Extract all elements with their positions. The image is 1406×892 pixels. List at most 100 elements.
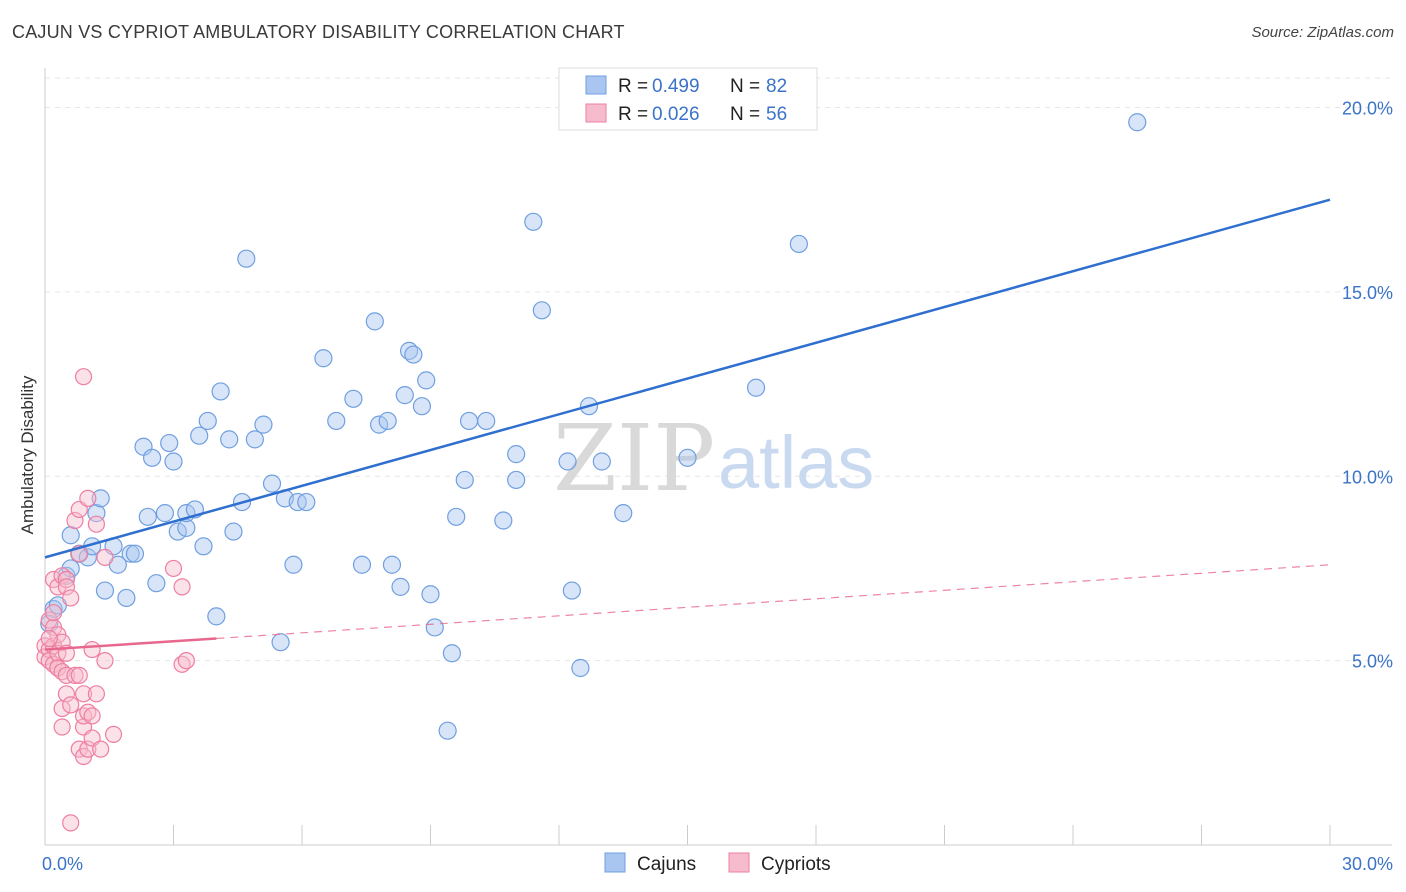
- cypriots-point-50: [164, 559, 183, 578]
- cajuns-point-54: [404, 345, 423, 364]
- legend-label-cypriots: Cypriots: [761, 854, 831, 875]
- cypriots-point-48: [96, 652, 114, 670]
- cajuns-point-31: [220, 430, 239, 449]
- cajuns-point-60: [442, 644, 462, 663]
- cypriots-point-44: [87, 515, 106, 533]
- legend-label-cajuns: Cajuns: [637, 854, 696, 875]
- cypriots-point-20: [57, 578, 76, 596]
- cajuns-point-52: [395, 386, 414, 405]
- cajuns-point-63: [459, 411, 479, 431]
- cajuns-point-77: [746, 378, 766, 397]
- cypriots-point-47: [96, 548, 114, 566]
- cajuns-point-34: [237, 249, 256, 268]
- legend-n-value-2: 56: [766, 104, 787, 125]
- cajuns-point-70: [558, 452, 577, 471]
- cajuns-point-3: [61, 559, 80, 578]
- stats-legend: R = 0.499 N = 82 R = 0.026 N = 56: [558, 67, 818, 131]
- cajuns-point-55: [412, 397, 432, 416]
- cajuns-point-68: [524, 212, 543, 231]
- cajuns-point-47: [365, 312, 384, 331]
- cajuns-point-67: [507, 470, 526, 490]
- cajuns-point-38: [271, 633, 290, 652]
- legend-r-value-1: 0.499: [652, 76, 700, 97]
- cypriots-point-15: [53, 633, 71, 651]
- trend-lines: [44, 198, 1331, 651]
- cajuns-point-16: [138, 507, 157, 526]
- cajuns-point-49: [378, 411, 397, 431]
- watermark-zip: ZIP: [553, 405, 715, 512]
- cajuns-point-40: [284, 555, 303, 574]
- cajuns-point-59: [438, 721, 457, 740]
- cypriots-point-33: [74, 368, 93, 386]
- legend-swatch-cajuns-bottom: [604, 852, 626, 873]
- cypriots-point-25: [62, 696, 80, 714]
- cypriots-point-54: [40, 629, 58, 648]
- cypriots-point-28: [66, 666, 84, 684]
- cypriots-point-18: [53, 718, 71, 736]
- cajuns-point-57: [421, 585, 440, 604]
- cajuns-point-18: [147, 574, 166, 593]
- cypriots-point-49: [104, 725, 123, 743]
- cajuns-point-43: [314, 349, 333, 368]
- cajuns-point-50: [382, 555, 402, 574]
- cajuns-point-58: [425, 618, 444, 637]
- cajuns-point-20: [160, 433, 179, 453]
- cypriots-point-24: [62, 589, 80, 607]
- source-label: Source: ZipAtlas.com: [1251, 24, 1394, 41]
- cajuns-point-76: [678, 448, 697, 467]
- cajuns-point-78: [789, 234, 808, 254]
- cajuns-point-13: [121, 544, 140, 563]
- legend-r-label-2: R =: [618, 104, 648, 125]
- legend-r-label-1: R =: [618, 76, 648, 97]
- cypriots-point-51: [173, 578, 191, 596]
- cajuns-point-62: [455, 470, 474, 490]
- y-tick-labels: 5.0% 10.0% 15.0% 20.0%: [1342, 99, 1393, 672]
- legend-swatch-cypriots-bottom: [728, 852, 750, 873]
- cajuns-point-37: [262, 474, 282, 493]
- cajuns-point-30: [211, 382, 230, 401]
- cajuns-point-19: [155, 504, 175, 523]
- cypriots-point-43: [83, 640, 101, 659]
- cajuns-point-27: [194, 537, 213, 556]
- series-legend: Cajuns Cypriots: [604, 852, 831, 875]
- cypriots-point-38: [79, 489, 97, 507]
- cajuns-point-12: [117, 588, 136, 608]
- cajuns-point-71: [562, 581, 581, 600]
- cypriots-trend-extension: [216, 564, 1331, 640]
- legend-swatch-cajuns: [585, 75, 607, 95]
- legend-r-value-2: 0.026: [652, 104, 700, 125]
- chart-title: CAJUN VS CYPRIOT AMBULATORY DISABILITY C…: [12, 22, 625, 42]
- cajuns-point-61: [447, 507, 466, 526]
- cypriots-point-23: [57, 685, 76, 703]
- cajuns-point-29: [207, 607, 226, 626]
- x-tick-label-min: 0.0%: [42, 854, 83, 874]
- cajuns-point-66: [507, 445, 526, 464]
- cajuns-points: [40, 113, 1147, 740]
- cypriots-point-40: [79, 740, 97, 758]
- cajuns-point-51: [391, 577, 410, 596]
- cajuns-point-65: [494, 511, 513, 530]
- legend-n-value-1: 82: [766, 76, 787, 97]
- cypriots-points: [36, 368, 195, 832]
- x-tick-labels: 0.0% 30.0%: [42, 854, 1393, 874]
- cajuns-point-75: [614, 504, 633, 523]
- cajuns-point-72: [571, 658, 590, 678]
- cypriots-point-26: [62, 814, 80, 832]
- axes: [44, 68, 1392, 846]
- cajuns-point-64: [477, 411, 496, 431]
- y-tick-label-20: 20.0%: [1342, 99, 1393, 119]
- cypriots-point-45: [87, 685, 106, 703]
- y-axis-title: Ambulatory Disability: [18, 375, 37, 534]
- legend-n-label-1: N =: [730, 76, 760, 97]
- legend-n-label-2: N =: [730, 104, 760, 125]
- cajuns-point-5: [78, 548, 97, 567]
- cajuns-point-35: [245, 430, 264, 449]
- cajuns-point-21: [164, 452, 183, 471]
- cajuns-point-74: [592, 452, 611, 471]
- cajuns-point-69: [532, 301, 551, 320]
- x-tick-label-max: 30.0%: [1342, 854, 1393, 874]
- cajuns-point-46: [352, 555, 372, 574]
- y-tick-label-5: 5.0%: [1352, 652, 1393, 672]
- cajuns-point-42: [297, 492, 316, 512]
